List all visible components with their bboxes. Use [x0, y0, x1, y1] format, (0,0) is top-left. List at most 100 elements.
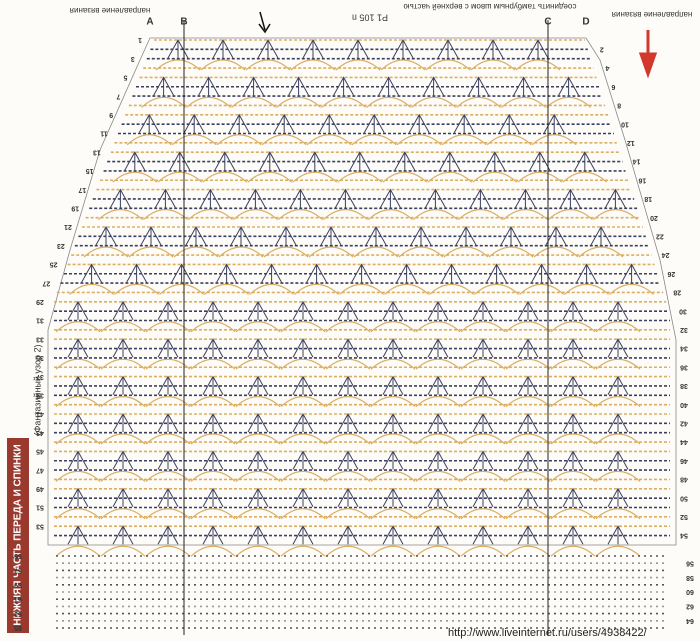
stitch-fan [112, 450, 134, 470]
row-number: 59 [14, 581, 22, 588]
row-number: 61 [14, 595, 22, 602]
stitch-arc [55, 433, 101, 445]
stitch-arc [280, 321, 326, 333]
stitch-arc [100, 508, 146, 520]
stitch-fan [67, 300, 89, 321]
stitch-arc [290, 59, 336, 71]
stitch-arc [325, 396, 371, 408]
stitch-arc [595, 508, 641, 520]
stitch-fan [427, 338, 449, 358]
row-number: 30 [679, 307, 687, 314]
stitch-arc [145, 545, 191, 557]
stitch-arc [200, 59, 246, 71]
stitch-fan [292, 338, 314, 358]
stitch-fan [247, 525, 269, 545]
stitch-arc [415, 545, 461, 557]
stitch-fan [292, 487, 314, 508]
row-number: 21 [64, 223, 72, 230]
stitch-arc [370, 470, 416, 482]
stitch-arc [263, 246, 309, 258]
direction-right: направление вязания [612, 10, 693, 19]
stitch-arc [370, 508, 416, 520]
stitch-fan [607, 375, 629, 395]
stitch-fan [382, 412, 404, 433]
stitch-arc [384, 283, 430, 295]
stitch-fan [607, 525, 629, 545]
stitch-fan [517, 375, 539, 395]
stitch-fan [337, 487, 359, 508]
stitch-arc [550, 433, 596, 445]
stitch-arc [325, 545, 371, 557]
stitch-arc [100, 396, 146, 408]
stitch-arc [97, 209, 143, 221]
stitch-arc [370, 321, 416, 333]
stitch-arc [460, 396, 506, 408]
stitch-arc [501, 96, 547, 108]
row-number: 39 [36, 391, 44, 398]
stitch-fan [472, 338, 494, 358]
stitch-arc [190, 508, 236, 520]
stitch-arc [427, 171, 473, 183]
marker-a: A [146, 17, 153, 28]
stitch-arc [460, 321, 506, 333]
stitch-fan [67, 525, 89, 545]
stitch-fan [292, 300, 314, 321]
stitch-arc [55, 545, 101, 557]
stitch-arc [550, 508, 596, 520]
stitch-arc [474, 283, 520, 295]
stitch-arc [550, 321, 596, 333]
stitch-arc [366, 96, 412, 108]
row-number: 5 [124, 74, 128, 81]
row-number: 42 [680, 420, 688, 427]
stitch-arc [550, 545, 596, 557]
stitch-arc [515, 59, 561, 71]
stitch-arc [216, 134, 262, 146]
row-number: 54 [680, 532, 688, 539]
row-number: 17 [78, 186, 86, 193]
stitch-arc [280, 470, 326, 482]
row-number: 65 [14, 624, 22, 631]
stitch-arc [173, 246, 219, 258]
row-number: 22 [656, 233, 664, 240]
row-number: 56 [686, 559, 694, 566]
stitch-arc [261, 134, 307, 146]
stitch-arc [145, 396, 191, 408]
row-number: 3 [131, 55, 135, 62]
row-number: 8 [617, 102, 621, 109]
stitch-arc [325, 321, 371, 333]
outline [47, 37, 677, 546]
stitch-fan [157, 375, 179, 395]
row-number: 6 [611, 83, 615, 90]
stitch-fan [247, 375, 269, 395]
stitch-fan [337, 412, 359, 433]
stitch-fan [202, 487, 224, 508]
stitch-fan [472, 300, 494, 321]
stitch-fan [157, 450, 179, 470]
stitch-fan [382, 300, 404, 321]
row-number: 11 [100, 130, 108, 137]
stitch-arc [100, 358, 146, 370]
stitch-arc [472, 171, 518, 183]
stitch-fan [202, 375, 224, 395]
row-number: 28 [673, 289, 681, 296]
stitch-arc [325, 358, 371, 370]
row-number: 36 [680, 363, 688, 370]
row-number: 51 [36, 504, 44, 511]
stitch-arc [505, 321, 551, 333]
row-number: 58 [686, 574, 694, 581]
start-arrow [258, 11, 271, 34]
stitch-fan [67, 375, 89, 395]
stitch-fan [427, 487, 449, 508]
stitch-fan [607, 300, 629, 321]
stitch-arc [322, 209, 368, 221]
stitch-arc [145, 508, 191, 520]
stitch-fan [427, 525, 449, 545]
row-number: 16 [638, 176, 646, 183]
stitch-arc [145, 321, 191, 333]
marker-b: B [180, 17, 187, 28]
stitch-fan [112, 375, 134, 395]
stitch-arc [202, 171, 248, 183]
stitch-arc [249, 283, 295, 295]
stitch-fan [247, 412, 269, 433]
stitch-arc [519, 283, 565, 295]
